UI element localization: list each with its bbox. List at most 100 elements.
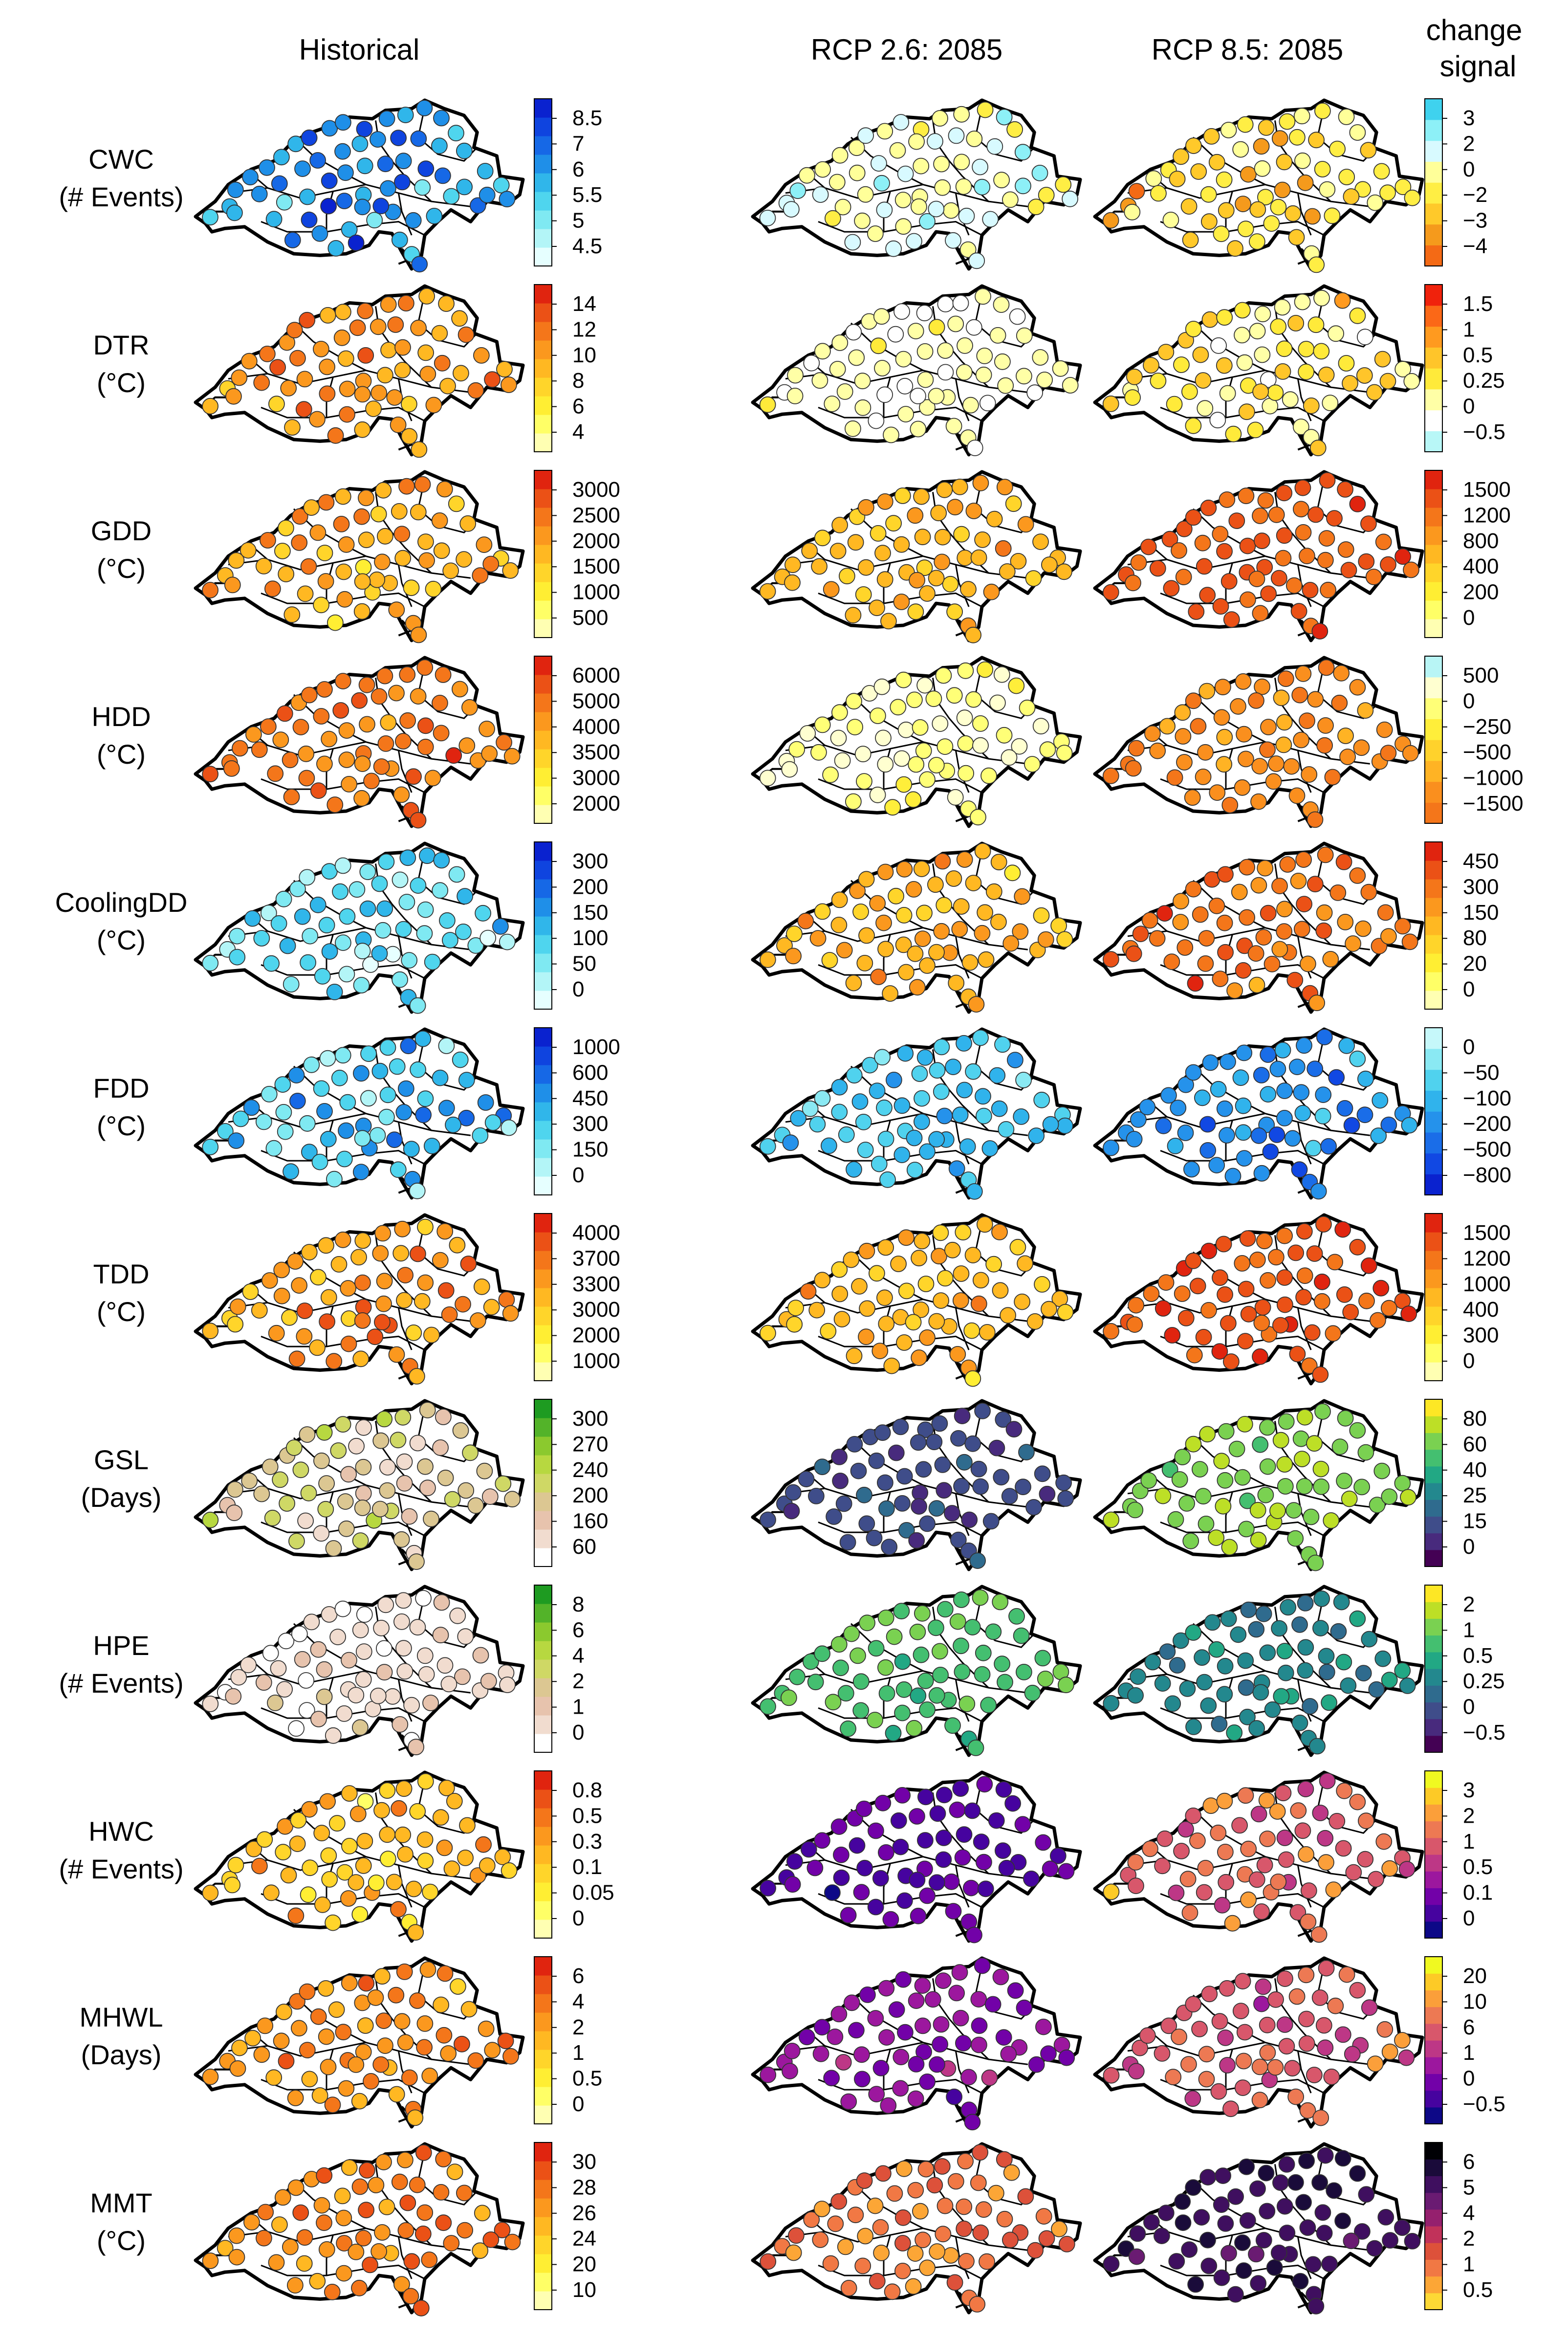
station-marker [1221,796,1239,814]
station-marker [977,661,994,678]
station-marker [910,1907,927,1924]
station-marker [352,1532,369,1549]
station-marker [848,349,865,366]
station-marker [334,1416,351,1433]
station-marker [287,1253,304,1270]
station-marker [1199,2169,1217,2186]
station-marker [1328,1812,1346,1830]
station-marker [321,943,338,960]
station-marker [253,930,270,947]
station-marker [1316,1029,1333,1046]
colorbar-tick-label: 2000 [572,529,620,553]
station-marker [1268,506,1285,523]
station-marker [1253,532,1270,550]
station-marker [957,735,974,752]
station-marker [1296,1223,1313,1240]
colorbar-frame [1424,841,1443,1010]
station-marker [316,545,333,561]
station-marker [910,388,926,404]
station-marker [1235,1097,1252,1114]
station-marker [391,503,408,520]
station-marker [828,174,846,191]
colorbar-tick-label: 60 [572,1535,596,1559]
station-marker [365,400,382,417]
internal-boundary [1297,2051,1312,2094]
row-index-name: FDD [93,1073,149,1103]
station-marker [910,1434,927,1451]
station-marker [353,790,370,807]
station-marker [229,927,246,945]
station-marker [1040,2045,1057,2062]
colorbar-swatch [534,2217,552,2236]
map-rcp26 [751,1956,1082,2131]
station-marker [1185,1996,1202,2013]
map-rcp85 [1093,656,1424,828]
station-marker [913,1646,930,1663]
station-marker [1031,164,1048,181]
station-marker [496,361,513,378]
station-marker [1301,766,1318,783]
colorbar-swatch [1425,677,1442,699]
station-marker [458,1072,475,1089]
station-marker [1349,1238,1366,1256]
station-marker [1316,2225,1333,2242]
station-marker [895,2160,913,2177]
map-rcp26 [751,1399,1082,1571]
station-marker [275,890,292,907]
station-marker [1394,918,1411,935]
station-marker [1221,1539,1238,1556]
station-marker [1217,1843,1234,1860]
station-marker [384,1688,401,1705]
station-marker [421,2251,438,2268]
station-marker [948,1160,965,1177]
station-marker [869,895,886,912]
station-marker [387,316,404,333]
station-marker [1200,186,1217,203]
station-marker [1196,1884,1213,1901]
colorbar-swatch [1425,719,1442,740]
station-marker [424,953,441,971]
station-marker [1288,129,1306,146]
station-marker [386,1131,403,1148]
colorbar-swatch [1425,1500,1442,1517]
station-marker [948,974,965,992]
station-marker [370,1687,387,1704]
station-marker [811,372,828,389]
station-marker [1355,1665,1372,1682]
station-marker [484,2042,501,2059]
station-marker [339,1094,356,1111]
station-marker [287,2090,304,2106]
station-marker [1185,1435,1202,1453]
station-marker [1270,199,1287,216]
station-marker [759,1138,776,1155]
station-marker [253,374,270,391]
station-marker [356,1606,373,1623]
station-marker [996,479,1013,496]
station-marker [1307,2297,1325,2315]
map-historical [194,1213,525,1386]
colorbar-swatch [534,582,552,601]
station-marker [917,371,934,388]
station-marker [425,580,442,597]
colorbar-frame [534,284,552,452]
station-marker [1235,2052,1252,2070]
station-marker [360,1090,377,1107]
colorbar-swatch [1425,1533,1442,1550]
station-marker [285,1439,303,1456]
station-marker [1220,1610,1237,1627]
internal-boundary [955,1122,970,1165]
station-marker [273,2032,290,2050]
station-marker [898,964,915,981]
station-marker [226,204,243,221]
colorbar-swatch [1425,656,1442,678]
station-marker [952,1106,969,1124]
station-marker [1214,679,1231,696]
station-marker [928,944,945,961]
station-marker [478,2020,495,2037]
colorbar-swatch [534,2050,552,2069]
station-marker [413,2299,430,2317]
station-marker [440,1676,457,1693]
station-marker [927,876,944,893]
station-marker [1210,1824,1227,1841]
station-marker [461,699,478,716]
